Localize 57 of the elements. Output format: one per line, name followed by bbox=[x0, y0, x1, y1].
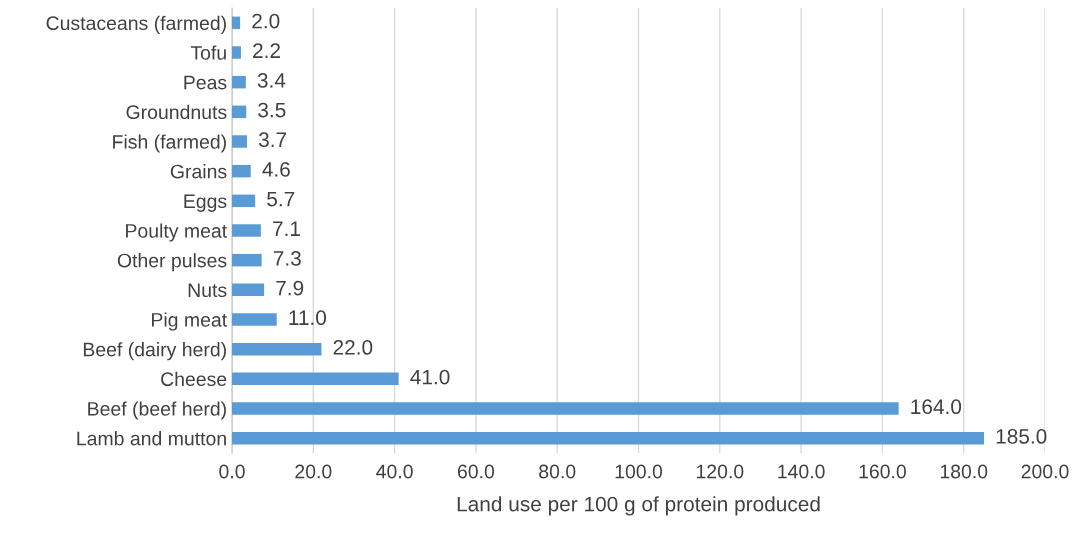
data-label: 3.4 bbox=[257, 73, 286, 88]
data-label: 41.0 bbox=[410, 369, 450, 385]
y-tick-label: Peas bbox=[184, 75, 227, 90]
y-tick-label: Cheese bbox=[161, 371, 227, 387]
y-tick-label: Pig meat bbox=[152, 312, 227, 331]
data-label: 7.9 bbox=[276, 280, 304, 296]
bar bbox=[232, 253, 262, 267]
x-tick-label: 60.0 bbox=[457, 464, 495, 479]
bar bbox=[232, 135, 248, 148]
bar bbox=[232, 75, 246, 89]
bar bbox=[232, 105, 247, 119]
data-label: 11.0 bbox=[289, 310, 327, 326]
y-tick-label: Nuts bbox=[188, 283, 227, 298]
y-tick-label: Groundnuts bbox=[126, 104, 227, 120]
x-tick-label: 140.0 bbox=[778, 464, 825, 479]
bar bbox=[232, 164, 251, 178]
bar bbox=[232, 16, 241, 30]
bar bbox=[232, 194, 256, 208]
bar bbox=[232, 224, 261, 237]
data-label: 4.6 bbox=[262, 162, 290, 177]
x-tick-label: 200.0 bbox=[1021, 464, 1069, 479]
y-tick-label: Fish (farmed) bbox=[113, 134, 226, 153]
y-tick-label: Beef (beef herd) bbox=[88, 401, 226, 420]
data-label: 3.7 bbox=[258, 132, 287, 148]
bar bbox=[232, 402, 899, 415]
bar bbox=[232, 342, 322, 356]
data-label: 7.3 bbox=[273, 251, 301, 266]
data-label: 2.2 bbox=[253, 43, 280, 58]
y-tick-label: Eggs bbox=[184, 194, 227, 212]
data-label: 164.0 bbox=[911, 399, 962, 415]
y-tick-label: Grains bbox=[170, 164, 227, 179]
data-label: 5.7 bbox=[267, 191, 295, 207]
bar bbox=[232, 283, 265, 297]
data-label: 22.0 bbox=[333, 340, 373, 355]
x-tick-label: 120.0 bbox=[696, 464, 744, 479]
x-tick-label: 180.0 bbox=[940, 464, 988, 479]
x-tick-label: 0.0 bbox=[219, 464, 245, 479]
data-label: 3.5 bbox=[258, 102, 286, 118]
y-tick-label: Beef (dairy herd) bbox=[83, 342, 226, 361]
y-tick-label: Tofu bbox=[190, 45, 226, 60]
x-tick-label: 40.0 bbox=[376, 464, 413, 479]
x-axis-title: Land use per 100 g of protein produced bbox=[457, 496, 820, 516]
bar bbox=[232, 46, 241, 59]
bar bbox=[232, 313, 277, 326]
data-label: 2.0 bbox=[252, 13, 280, 29]
x-tick-label: 80.0 bbox=[539, 464, 576, 479]
data-label: 7.1 bbox=[273, 221, 300, 236]
x-tick-label: 100.0 bbox=[615, 464, 663, 479]
y-tick-label: Custaceans (farmed) bbox=[46, 15, 226, 34]
bar bbox=[232, 372, 399, 386]
bar bbox=[232, 431, 985, 445]
y-tick-label: Lamb and mutton bbox=[77, 431, 226, 446]
x-tick-label: 20.0 bbox=[295, 464, 332, 479]
y-tick-label: Other pulses bbox=[117, 253, 227, 272]
data-label: 185.0 bbox=[996, 429, 1047, 444]
x-tick-label: 160.0 bbox=[859, 464, 906, 479]
y-tick-label: Poulty meat bbox=[126, 223, 227, 242]
